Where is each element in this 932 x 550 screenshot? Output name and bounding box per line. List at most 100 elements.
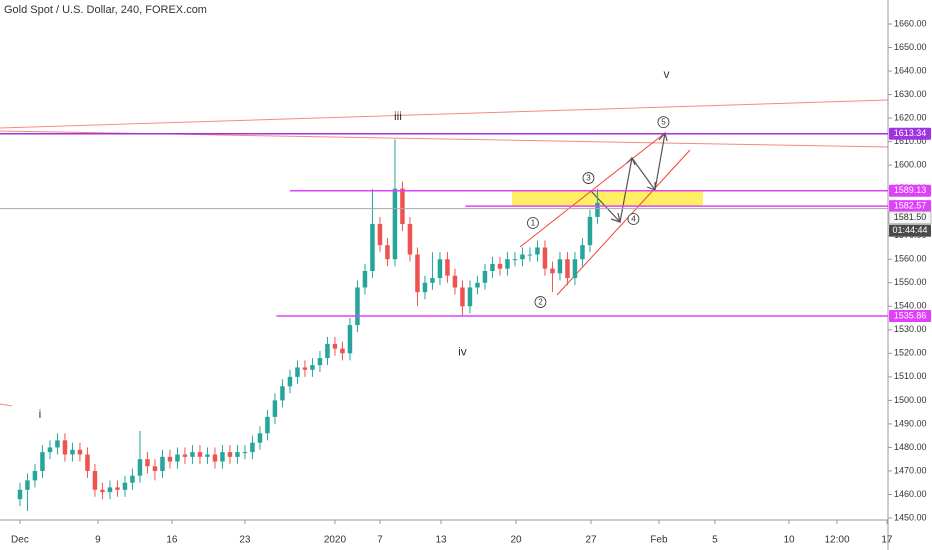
candle-body	[355, 287, 360, 326]
x-tick-label: 9	[95, 535, 101, 546]
candle-body	[287, 376, 293, 387]
y-tick-label: 1560.00	[894, 254, 927, 264]
wave-number: 1	[531, 219, 536, 228]
candle-body	[302, 367, 308, 370]
price-tag-label: 1613.34	[894, 128, 927, 138]
y-tick-label: 1480.00	[894, 442, 927, 452]
candle-body	[85, 454, 90, 471]
candle-body	[235, 452, 240, 457]
candle-body	[47, 447, 53, 453]
price-tag	[889, 127, 931, 140]
y-tick-label: 1460.00	[894, 489, 927, 499]
candle-body	[77, 449, 83, 455]
price-tag	[889, 200, 931, 213]
last-price-label: 1581.50	[894, 212, 927, 222]
candle-body	[100, 489, 105, 493]
x-tick-label: 23	[239, 535, 251, 546]
candle-body	[175, 454, 180, 462]
chart-title: Gold Spot / U.S. Dollar, 240, FOREX.com	[4, 4, 207, 16]
wave-number: 3	[586, 174, 591, 183]
candle-body	[265, 416, 270, 434]
price-tag	[889, 310, 931, 323]
candle-body	[422, 282, 428, 293]
y-tick-label: 1630.00	[894, 89, 927, 99]
candle-body	[572, 259, 578, 279]
countdown-tag	[889, 224, 931, 237]
wave-label: v	[663, 67, 669, 81]
candle-body	[92, 470, 98, 490]
candle-body	[340, 348, 345, 354]
price-tag	[889, 184, 931, 197]
candle-body	[535, 247, 540, 255]
y-tick-label: 1660.00	[894, 18, 927, 28]
candle-body	[385, 245, 390, 260]
y-tick-label: 1610.00	[894, 136, 927, 146]
candle-body	[167, 456, 173, 462]
candle-body	[70, 449, 75, 455]
candle-body	[115, 487, 120, 490]
candle-body	[122, 482, 128, 490]
trend-line	[0, 403, 13, 407]
candle-body	[160, 456, 165, 471]
wave-circle	[534, 296, 547, 308]
y-tick-label: 1620.00	[894, 112, 927, 122]
candle-body	[370, 223, 375, 271]
candle-body	[347, 325, 353, 354]
candle-body	[272, 400, 278, 417]
x-tick-label: 5	[712, 535, 718, 546]
candle-body	[25, 480, 30, 490]
candle-body	[325, 343, 330, 359]
wave-circle	[657, 116, 670, 128]
candle-body	[317, 358, 323, 366]
candle-body	[565, 259, 570, 279]
highlight-zone	[512, 190, 703, 206]
candle-body	[475, 282, 480, 288]
candle-body	[452, 275, 458, 288]
candle-body	[40, 452, 45, 471]
candle-body	[130, 475, 135, 483]
candle-body	[407, 223, 413, 255]
candle-body	[497, 263, 503, 269]
candle-body	[295, 367, 300, 377]
candle-body	[490, 263, 495, 271]
candle-body	[107, 487, 113, 493]
wave-number: 2	[538, 298, 543, 307]
x-tick-label: 20	[510, 535, 522, 546]
countdown-label: 01:44:44	[892, 225, 927, 235]
y-tick-label: 1510.00	[894, 371, 927, 381]
y-tick-label: 1490.00	[894, 418, 927, 428]
candle-body	[430, 278, 435, 283]
candle-body	[205, 454, 210, 457]
candle-body	[550, 268, 555, 274]
candle-body	[392, 188, 398, 260]
candle-body	[505, 259, 510, 269]
candle-body	[242, 452, 248, 454]
y-tick-label: 1530.00	[894, 324, 927, 334]
candle-body	[467, 287, 473, 307]
candle-body	[445, 259, 450, 276]
price-tag-label: 1535.86	[894, 310, 927, 320]
candle-body	[587, 216, 593, 246]
arrow-head	[658, 131, 668, 142]
candle-body	[32, 470, 38, 481]
y-tick-label: 1550.00	[894, 277, 927, 287]
candle-body	[17, 489, 23, 500]
y-tick-label: 1650.00	[894, 42, 927, 52]
candle-body	[182, 454, 188, 457]
candle-body	[542, 247, 548, 269]
candle-body	[557, 259, 563, 274]
candle-body	[362, 270, 368, 288]
last-price-tag	[888, 211, 932, 225]
wave-circle	[582, 172, 595, 184]
x-tick-label: 16	[166, 535, 178, 546]
candle-body	[190, 452, 195, 457]
x-tick-label: Feb	[650, 535, 668, 546]
candle-body	[137, 459, 143, 476]
wave-label: i	[39, 407, 42, 421]
candle-body	[55, 440, 60, 448]
y-tick-label: 1500.00	[894, 395, 927, 405]
y-tick-label: 1640.00	[894, 65, 927, 75]
y-tick-label: 1540.00	[894, 301, 927, 311]
y-tick-label: 1470.00	[894, 465, 927, 475]
